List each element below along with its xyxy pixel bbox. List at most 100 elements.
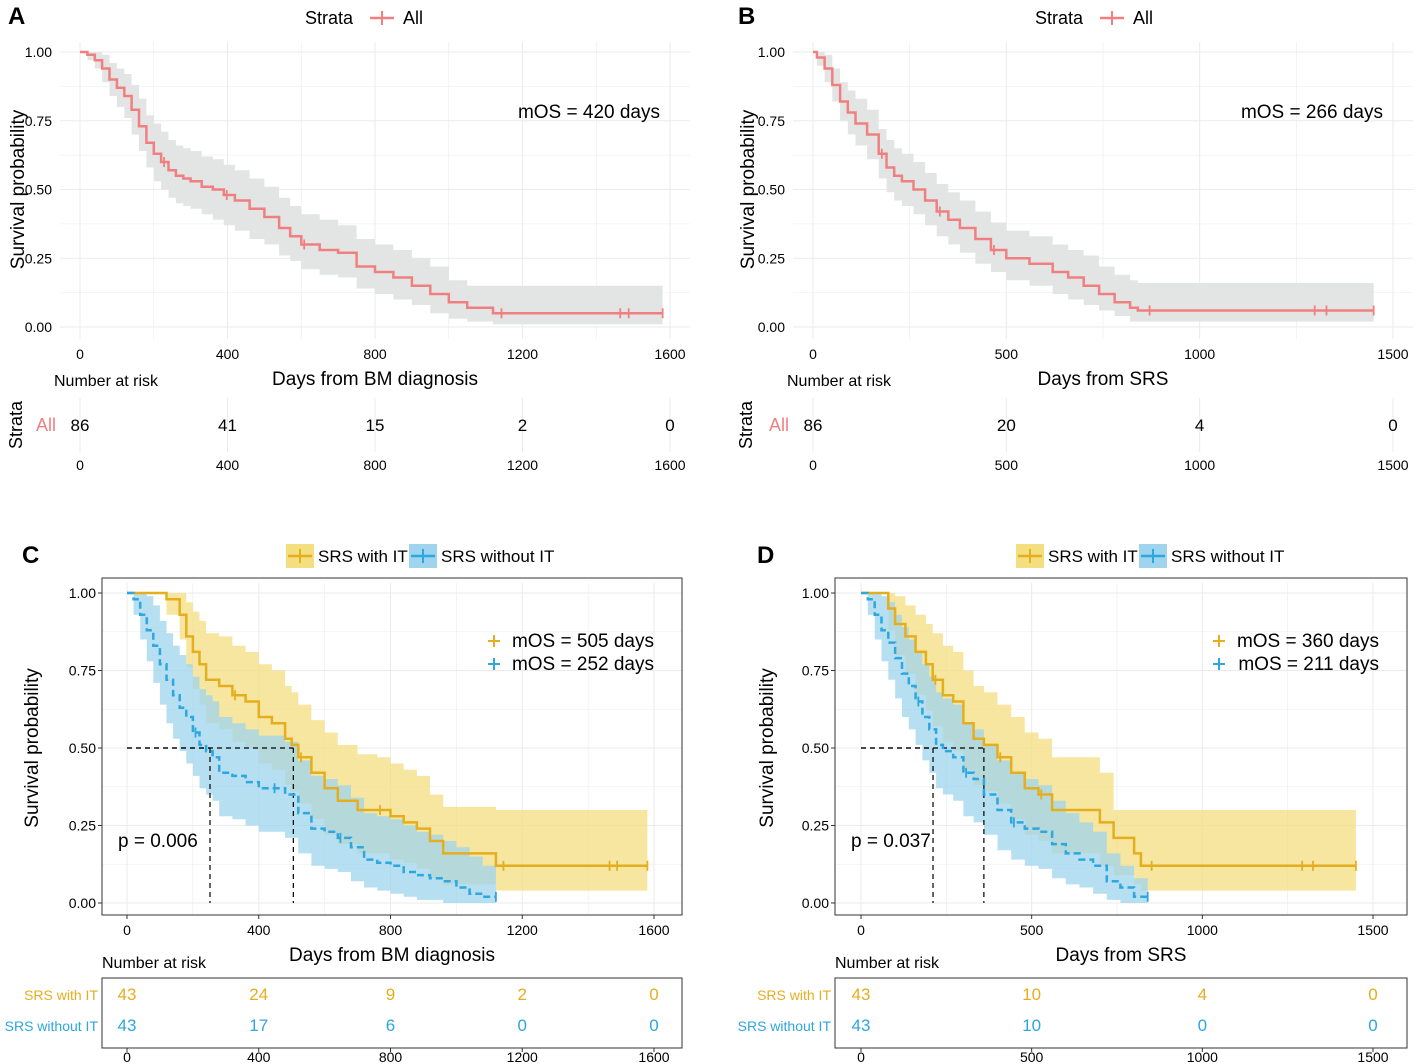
y-tick-label: 0.75 <box>25 113 52 129</box>
x-tick-label: 0 <box>76 346 84 362</box>
risk-x-tick-label: 500 <box>995 457 1019 473</box>
survival-curve-srs-without-it <box>127 591 496 899</box>
risk-count: 43 <box>118 1016 137 1035</box>
y-tick-label: 0.75 <box>758 113 785 129</box>
x-tick-label: 1500 <box>1357 922 1388 938</box>
risk-table: Number at risk Strata All 86 41 15 2 0 0 400 800 12… <box>6 373 686 473</box>
risk-count: 86 <box>71 416 90 435</box>
y-tick-label: 1.00 <box>758 44 785 60</box>
risk-x-tick-label: 0 <box>123 1049 131 1064</box>
y-tick-label: 0.25 <box>802 818 829 834</box>
x-tick-label: 1500 <box>1377 346 1408 362</box>
x-tick-label: 400 <box>247 922 271 938</box>
risk-count: 0 <box>649 1016 658 1035</box>
risk-count: 0 <box>1368 1016 1377 1035</box>
risk-count: 4 <box>1195 416 1204 435</box>
x-tick-label: 0 <box>857 922 865 938</box>
risk-table: Number at risk Strata All 86 20 4 0 0 500 1000 150… <box>736 373 1409 473</box>
y-tick-label: 0.25 <box>25 250 52 266</box>
y-tick-label: 1.00 <box>802 585 829 601</box>
y-axis-label: Survival probability <box>757 668 778 828</box>
y-tick-label: 0.75 <box>69 663 96 679</box>
risk-row-label: All <box>36 415 56 435</box>
legend-label-with-it: SRS with IT <box>1048 547 1138 566</box>
risk-count: 43 <box>118 985 137 1004</box>
y-tick-label: 0.50 <box>69 740 96 756</box>
x-tick-label: 800 <box>363 346 387 362</box>
risk-count: 41 <box>218 416 237 435</box>
risk-x-tick-label: 1500 <box>1377 457 1408 473</box>
risk-count: 0 <box>649 985 658 1004</box>
risk-x-tick-label: 400 <box>216 457 240 473</box>
risk-x-tick-label: 400 <box>247 1049 271 1064</box>
risk-x-tick-label: 1200 <box>507 1049 538 1064</box>
risk-table-ylabel: Strata <box>736 400 756 449</box>
y-tick-label: 0.25 <box>758 250 785 266</box>
y-tick-label: 0.00 <box>69 895 96 911</box>
risk-row-label: SRS without IT <box>5 1018 99 1034</box>
panel-a: A 0.00 0.25 0.50 0.75 1.00 0 400 800 1200 1600 Days… <box>6 3 690 473</box>
risk-count: 0 <box>1198 1016 1207 1035</box>
x-tick-label: 500 <box>1020 922 1044 938</box>
ci-band-srs-with-it <box>127 593 648 891</box>
mos-annotation: mOS = 420 days <box>518 102 660 123</box>
y-tick-label: 0.00 <box>25 319 52 335</box>
risk-row-label: SRS with IT <box>24 987 98 1003</box>
p-value: p = 0.037 <box>851 831 931 852</box>
risk-row-label: All <box>769 415 789 435</box>
risk-count: 0 <box>665 416 674 435</box>
risk-x-tick-label: 500 <box>1020 1049 1044 1064</box>
panel-label: B <box>738 3 755 30</box>
x-tick-label: 800 <box>379 922 403 938</box>
survival-curve-srs-with-it <box>861 591 1356 868</box>
mos-annotation: mOS = 360 days <box>1237 631 1379 652</box>
risk-table-title: Number at risk <box>787 373 892 390</box>
p-value: p = 0.006 <box>118 831 198 852</box>
risk-count: 43 <box>852 985 871 1004</box>
y-tick-label: 0.50 <box>758 182 785 198</box>
mos-annotation: mOS = 211 days <box>1238 654 1379 675</box>
risk-table-frame <box>101 977 683 1049</box>
risk-count: 2 <box>518 985 527 1004</box>
x-tick-label: 1200 <box>507 346 538 362</box>
risk-x-tick-label: 1600 <box>654 457 685 473</box>
mos-annotation: mOS = 252 days <box>512 654 654 675</box>
legend: SRS with IT SRS without IT <box>286 544 554 568</box>
y-tick-label: 0.50 <box>25 182 52 198</box>
y-tick-label: 0.00 <box>758 319 785 335</box>
risk-count: 24 <box>249 985 268 1004</box>
ci-band-srs-without-it <box>861 593 1148 903</box>
risk-count: 43 <box>852 1016 871 1035</box>
risk-x-tick-label: 1000 <box>1187 1049 1218 1064</box>
legend-title: Strata <box>1035 8 1084 28</box>
x-axis-label: Days from BM diagnosis <box>272 369 478 390</box>
ci-band-srs-without-it <box>127 593 496 903</box>
y-axis-label: Survival probability <box>8 109 29 269</box>
risk-count: 6 <box>386 1016 395 1035</box>
legend-label-without-it: SRS without IT <box>1171 547 1284 566</box>
risk-table-frame <box>834 977 1408 1049</box>
ci-band-srs-with-it <box>861 593 1356 891</box>
x-axis-label: Days from SRS <box>1038 369 1169 390</box>
x-tick-label: 1600 <box>654 346 685 362</box>
legend-label-without-it: SRS without IT <box>441 547 554 566</box>
risk-count: 0 <box>518 1016 527 1035</box>
legend: SRS with IT SRS without IT <box>1016 544 1284 568</box>
survival-curve-all <box>80 50 663 315</box>
y-tick-label: 1.00 <box>25 44 52 60</box>
y-axis-label: Survival probability <box>22 668 43 828</box>
risk-row-label: SRS with IT <box>757 987 831 1003</box>
risk-count: 20 <box>997 416 1016 435</box>
x-axis-label: Days from BM diagnosis <box>289 945 495 966</box>
risk-count: 17 <box>249 1016 268 1035</box>
y-axis-label: Survival probability <box>738 109 759 269</box>
risk-x-tick-label: 0 <box>809 457 817 473</box>
ci-band-all <box>813 52 1374 322</box>
risk-x-tick-label: 0 <box>857 1049 865 1064</box>
x-tick-label: 500 <box>995 346 1019 362</box>
risk-count: 4 <box>1198 985 1207 1004</box>
risk-table-title: Number at risk <box>102 955 207 972</box>
